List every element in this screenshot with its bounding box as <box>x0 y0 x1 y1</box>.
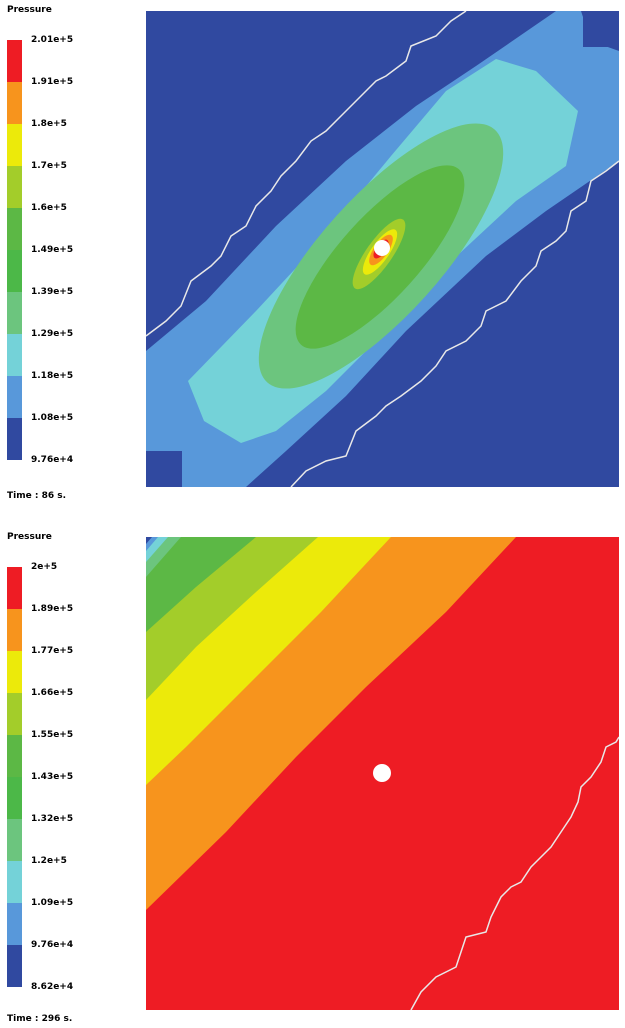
legend-label: 1.8e+5 <box>31 119 67 129</box>
legend-label: 1.49e+5 <box>31 245 74 255</box>
legend-label: 9.76e+4 <box>31 455 74 465</box>
legend-swatch <box>7 82 22 124</box>
isoline <box>290 160 619 487</box>
legend-label: 1.32e+5 <box>31 814 74 824</box>
legend-label: 1.89e+5 <box>31 604 74 614</box>
legend-swatch <box>7 124 22 166</box>
legend-swatch <box>7 735 22 777</box>
legend-label: 1.66e+5 <box>31 688 74 698</box>
well-marker <box>373 764 391 782</box>
legend-label: 1.08e+5 <box>31 413 74 423</box>
legend-label: 9.76e+4 <box>31 940 74 950</box>
legend-swatch <box>7 693 22 735</box>
isoline <box>410 736 619 1010</box>
legend-label: 1.18e+5 <box>31 371 74 381</box>
field-band-1 <box>146 537 152 544</box>
legend-label: 1.09e+5 <box>31 898 74 908</box>
legend-swatch <box>7 819 22 861</box>
legend-swatch <box>7 334 22 376</box>
legend-label: 2e+5 <box>31 562 58 572</box>
legend-label: 1.7e+5 <box>31 161 67 171</box>
contour-panel-2: Pressure 2e+5 1.89e+5 1.77e+5 1.66e+5 1.55e+… <box>0 525 625 1028</box>
isoline <box>146 11 467 337</box>
legend-swatch <box>7 40 22 82</box>
color-legend: 2.01e+5 1.91e+5 1.8e+5 1.7e+5 1.6e+5 1.49e+5 1… <box>7 35 117 465</box>
legend-label: 1.55e+5 <box>31 730 74 740</box>
legend-swatch <box>7 418 22 460</box>
contour-svg <box>146 537 619 1010</box>
legend-title: Pressure <box>7 532 52 542</box>
time-label: Time : 296 s. <box>7 1014 73 1024</box>
legend-swatch <box>7 376 22 418</box>
legend-label: 1.43e+5 <box>31 772 74 782</box>
corner-patch <box>146 451 182 487</box>
contour-plot <box>146 11 619 487</box>
contour-panel-1: Pressure 2.01e+5 1.91e+5 1.8e+5 1.7e+5 1.6e+… <box>0 0 625 510</box>
legend-label: 2.01e+5 <box>31 35 74 45</box>
contour-plot <box>146 537 619 1010</box>
legend-swatch <box>7 945 22 987</box>
well-marker <box>374 240 390 256</box>
legend-swatch <box>7 777 22 819</box>
legend-swatch <box>7 292 22 334</box>
legend-swatch <box>7 609 22 651</box>
corner-patch <box>583 11 619 47</box>
field-band-5 <box>146 537 256 632</box>
legend-swatch <box>7 903 22 945</box>
legend-label: 1.91e+5 <box>31 77 74 87</box>
legend-label: 1.6e+5 <box>31 203 67 213</box>
legend-label: 1.77e+5 <box>31 646 74 656</box>
legend-title: Pressure <box>7 5 52 15</box>
legend-swatch <box>7 166 22 208</box>
color-legend: 2e+5 1.89e+5 1.77e+5 1.66e+5 1.55e+5 1.43e+5 1… <box>7 562 117 992</box>
legend-label: 8.62e+4 <box>31 982 74 992</box>
contour-svg <box>146 11 619 487</box>
legend-swatch <box>7 567 22 609</box>
legend-swatch <box>7 208 22 250</box>
legend-label: 1.29e+5 <box>31 329 74 339</box>
legend-swatch <box>7 250 22 292</box>
legend-swatch <box>7 861 22 903</box>
time-label: Time : 86 s. <box>7 491 67 501</box>
legend-label: 1.39e+5 <box>31 287 74 297</box>
legend-label: 1.2e+5 <box>31 856 67 866</box>
legend-swatch <box>7 651 22 693</box>
